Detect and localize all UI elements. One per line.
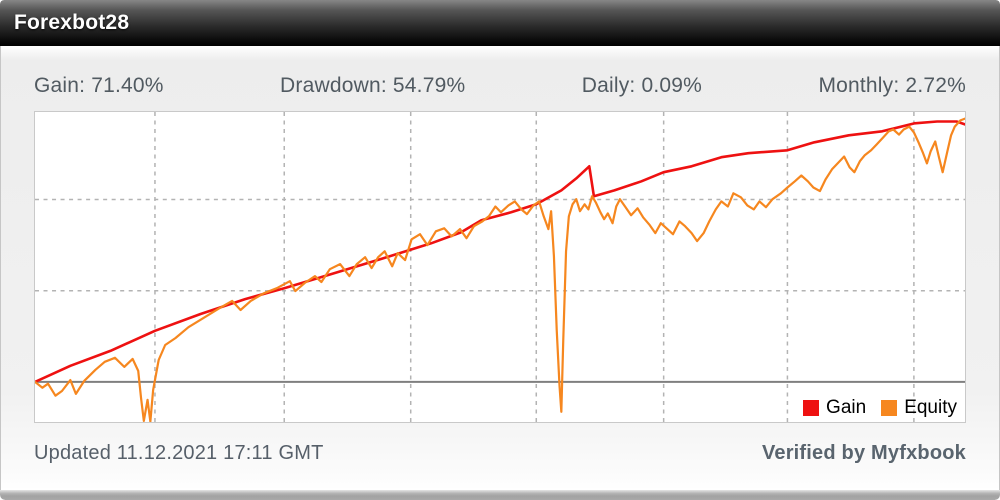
chart-legend: Gain Equity <box>803 397 957 419</box>
widget-body: Gain: 71.40% Drawdown: 54.79% Daily: 0.0… <box>0 46 1000 490</box>
stat-daily: Daily: 0.09% <box>581 73 703 97</box>
widget-title[interactable]: Forexbot28 <box>14 11 130 34</box>
widget-bottom-edge <box>0 490 1000 500</box>
chart-canvas <box>35 112 965 422</box>
gain-swatch-icon <box>803 400 820 416</box>
stats-row: Gain: 71.40% Drawdown: 54.79% Daily: 0.0… <box>34 71 966 100</box>
widget-titlebar[interactable]: Forexbot28 <box>0 0 1000 46</box>
performance-chart: Gain Equity <box>34 111 966 423</box>
legend-label-equity: Equity <box>904 397 957 418</box>
widget-footer: Updated 11.12.2021 17:11 GMT Verified by… <box>34 442 966 465</box>
legend-item-equity: Equity <box>881 397 957 419</box>
equity-swatch-icon <box>881 400 898 416</box>
stat-drawdown: Drawdown: 54.79% <box>280 73 466 97</box>
verified-by-link[interactable]: Verified by Myfxbook <box>761 442 966 464</box>
stat-gain: Gain: 71.40% <box>34 73 164 97</box>
stat-monthly: Monthly: 2.72% <box>818 73 966 97</box>
legend-item-gain: Gain <box>803 397 866 419</box>
updated-text: Updated 11.12.2021 17:11 GMT <box>34 442 324 464</box>
legend-label-gain: Gain <box>826 397 867 418</box>
